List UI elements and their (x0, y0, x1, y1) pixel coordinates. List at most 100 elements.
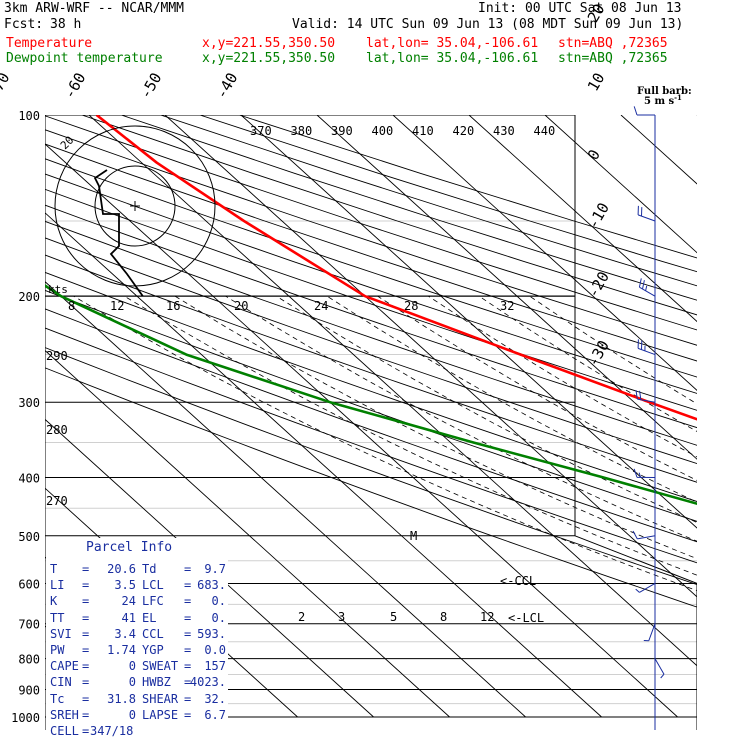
parcel-value: 3.4 (114, 626, 136, 641)
model-title: 3km ARW-WRF -- NCAR/MMM (4, 1, 185, 16)
theta-label: 440 (534, 124, 556, 138)
parcel-label: SVI (50, 626, 72, 641)
isotherm (45, 143, 678, 718)
valid-time: Valid: 14 UTC Sun 09 Jun 13 (08 MDT Sun … (292, 17, 684, 32)
dry-adiabat (45, 173, 697, 394)
barb-legend-value-text: 5 m s (644, 96, 675, 107)
parcel-equals: = (82, 691, 90, 706)
wind-barb-flag (633, 106, 638, 116)
dry-adiabat (45, 158, 697, 378)
fcst-label: Fcst: (4, 17, 44, 32)
moist-adiabat (326, 295, 697, 503)
legend-temperature-xy: x,y=221.55,350.50 (202, 36, 336, 51)
mixing-ratio-label: 24 (314, 299, 328, 313)
parcel-equals: = (184, 675, 192, 690)
mixing-ratio-label: 16 (166, 299, 180, 313)
isotherm (468, 115, 697, 323)
wind-barb (637, 347, 656, 356)
wind-barb (639, 286, 656, 297)
parcel-value: 683. (197, 578, 226, 593)
legend-temperature-latlon: lat,lon= 35.04,-106.61 (366, 36, 539, 51)
theta-label: 380 (291, 124, 313, 138)
isotherm-label: -60 (60, 70, 89, 102)
pressure-label-1000: 1000 (11, 711, 40, 725)
dry-adiabat (160, 115, 697, 287)
parcel-equals: = (184, 691, 192, 706)
annotation-label: <-CCL (500, 574, 536, 588)
hodograph-frame (45, 115, 576, 297)
parcel-value: 593. (197, 626, 226, 641)
pressure-label-900: 900 (18, 683, 40, 697)
wind-barb-flag (635, 588, 640, 593)
parcel-equals: = (184, 643, 192, 657)
legend-dewpoint-xy: x,y=221.55,350.50 (202, 51, 336, 66)
moist-adiabat (428, 295, 697, 458)
parcel-value: 0 (128, 675, 136, 690)
init-time: Init: 00 UTC Sat 08 Jun 13 (478, 1, 682, 16)
mixing-ratio-label: 5 (390, 610, 397, 624)
isotherm-label: -40 (212, 70, 241, 102)
pressure-label-200: 200 (18, 290, 40, 304)
parcel-value: 31.8 (107, 691, 136, 706)
parcel-equals: = (82, 643, 90, 657)
parcel-equals: = (184, 562, 192, 576)
isotherm (696, 115, 697, 116)
theta-label: 410 (412, 124, 434, 138)
isotherm (45, 212, 602, 718)
parcel-value: 9.7 (204, 562, 226, 576)
parcel-equals: = (82, 626, 90, 641)
theta-label: 400 (372, 124, 394, 138)
parcel-label: CCL (142, 626, 164, 641)
wind-barb-flag (638, 472, 642, 478)
parcel-equals: = (82, 675, 90, 690)
pressure-label-500: 500 (18, 530, 40, 544)
barb-legend-value: 5 m s-1 (644, 93, 682, 107)
theta-label: 430 (493, 124, 515, 138)
parcel-equals: = (184, 707, 192, 722)
pressure-label-300: 300 (18, 396, 40, 410)
parcel-value: 20.6 (107, 562, 136, 576)
wind-barb (654, 658, 665, 675)
parcel-equals: = (82, 610, 90, 625)
pressure-label-700: 700 (18, 618, 40, 632)
parcel-info-panel: Parcel Info T = 20.6 Td = 9.7 LI = 3.5 LCL = 683. K =… (46, 538, 228, 738)
parcel-label: Tc (50, 691, 65, 706)
legend-dewpoint-name: Dewpoint temperature (6, 51, 163, 66)
moist-adiabat (529, 295, 697, 405)
dry-adiabat (45, 220, 697, 446)
plot-right-edge (574, 535, 697, 584)
dry-adiabat-label: 280 (46, 423, 68, 437)
parcel-value: 157 (204, 659, 226, 674)
parcel-value: 6.7 (204, 707, 226, 722)
parcel-equals: = (184, 578, 192, 593)
parcel-label: LCL (142, 578, 164, 593)
wind-barb (648, 623, 656, 641)
parcel-equals: = (184, 626, 192, 641)
hodograph (54, 125, 216, 296)
wind-barb-flag (660, 673, 665, 679)
parcel-value: 4023. (189, 675, 226, 690)
parcel-label: K (50, 594, 58, 609)
fcst-hours: 38 h (50, 17, 82, 32)
barb-legend-exponent: -1 (674, 93, 682, 102)
mixing-ratio-label: 3 (338, 610, 345, 624)
wind-barb (637, 214, 656, 222)
isotherm (45, 281, 526, 718)
parcel-equals: = (184, 659, 192, 674)
isotherm (316, 115, 697, 460)
wind-barb (639, 583, 656, 593)
annotation-label: M (410, 529, 417, 543)
parcel-label: T (50, 562, 58, 576)
parcel-value: 32. (204, 691, 226, 706)
legend-temperature-name: Temperature (6, 36, 93, 51)
dry-adiabat (199, 115, 697, 273)
parcel-equals: = (82, 659, 90, 674)
mixing-ratio-label: 32 (500, 299, 514, 313)
parcel-equals: = (82, 562, 90, 576)
parcel-label: CIN (50, 675, 72, 690)
dry-adiabat (45, 367, 697, 608)
pressure-label-400: 400 (18, 471, 40, 485)
parcel-value: 24 (121, 594, 136, 609)
wind-barb-flag (635, 390, 638, 400)
isotherm (392, 115, 697, 391)
